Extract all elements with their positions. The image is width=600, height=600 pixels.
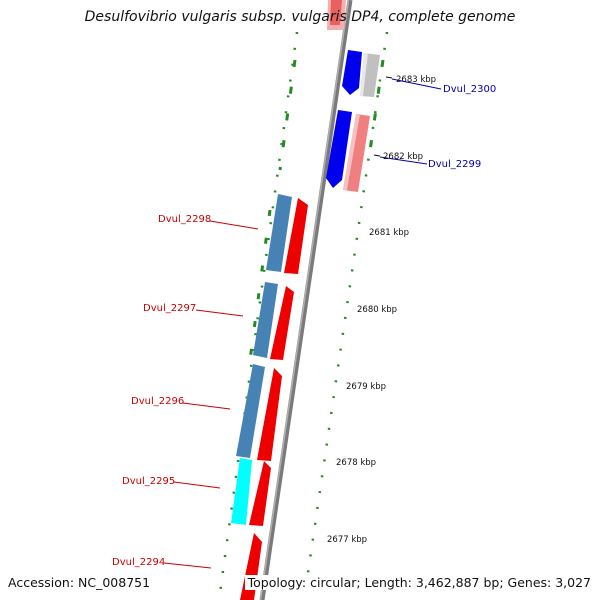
gene-label-dvul-2294[interactable]: Dvul_2294	[112, 557, 165, 568]
gene-dvul-2299-glyph[interactable]	[326, 110, 370, 192]
map-title: Desulfovibrio vulgaris subsp. vulgaris D…	[84, 9, 516, 25]
gc-content-inner-track	[217, 31, 299, 600]
gene-dvul-2298-glyph[interactable]	[266, 194, 308, 274]
accession-text: Accession: NC_008751	[8, 575, 151, 590]
gene-label-dvul-2298[interactable]: Dvul_2298	[158, 214, 211, 225]
scale-tick-label: 2678 kbp	[336, 458, 376, 468]
genome-backbone	[259, 0, 353, 600]
scale-tick-label: 2682 kbp	[383, 152, 423, 162]
gene-dvul-2297-glyph[interactable]	[253, 282, 294, 360]
gene-partial-top-core[interactable]	[330, 0, 342, 25]
scale-tick-label: 2681 kbp	[369, 228, 409, 238]
gene-dvul-2295-glyph[interactable]	[231, 458, 271, 526]
genome-summary-text: Topology: circular; Length: 3,462,887 bp…	[244, 575, 591, 590]
gene-labels: Dvul_2300 Dvul_2299 Dvul_2298 Dvul_2297 …	[112, 78, 496, 569]
gene-dvul-2300-glyph[interactable]	[342, 50, 380, 97]
gene-label-dvul-2296[interactable]: Dvul_2296	[131, 396, 184, 407]
gene-label-dvul-2297[interactable]: Dvul_2297	[143, 303, 196, 314]
gene-label-dvul-2299[interactable]: Dvul_2299	[428, 159, 481, 170]
scale-tick-label: 2683 kbp	[396, 75, 436, 85]
scale-tick-label: 2680 kbp	[357, 305, 397, 315]
scale-ticks: 2683 kbp 2682 kbp 2681 kbp 2680 kbp 2679…	[327, 75, 436, 545]
scale-tick-label: 2677 kbp	[327, 535, 367, 545]
gene-label-dvul-2295[interactable]: Dvul_2295	[122, 476, 175, 487]
scale-tick-label: 2679 kbp	[346, 382, 386, 392]
gene-label-dvul-2300[interactable]: Dvul_2300	[443, 84, 496, 95]
gene-dvul-2296-glyph[interactable]	[236, 364, 282, 461]
